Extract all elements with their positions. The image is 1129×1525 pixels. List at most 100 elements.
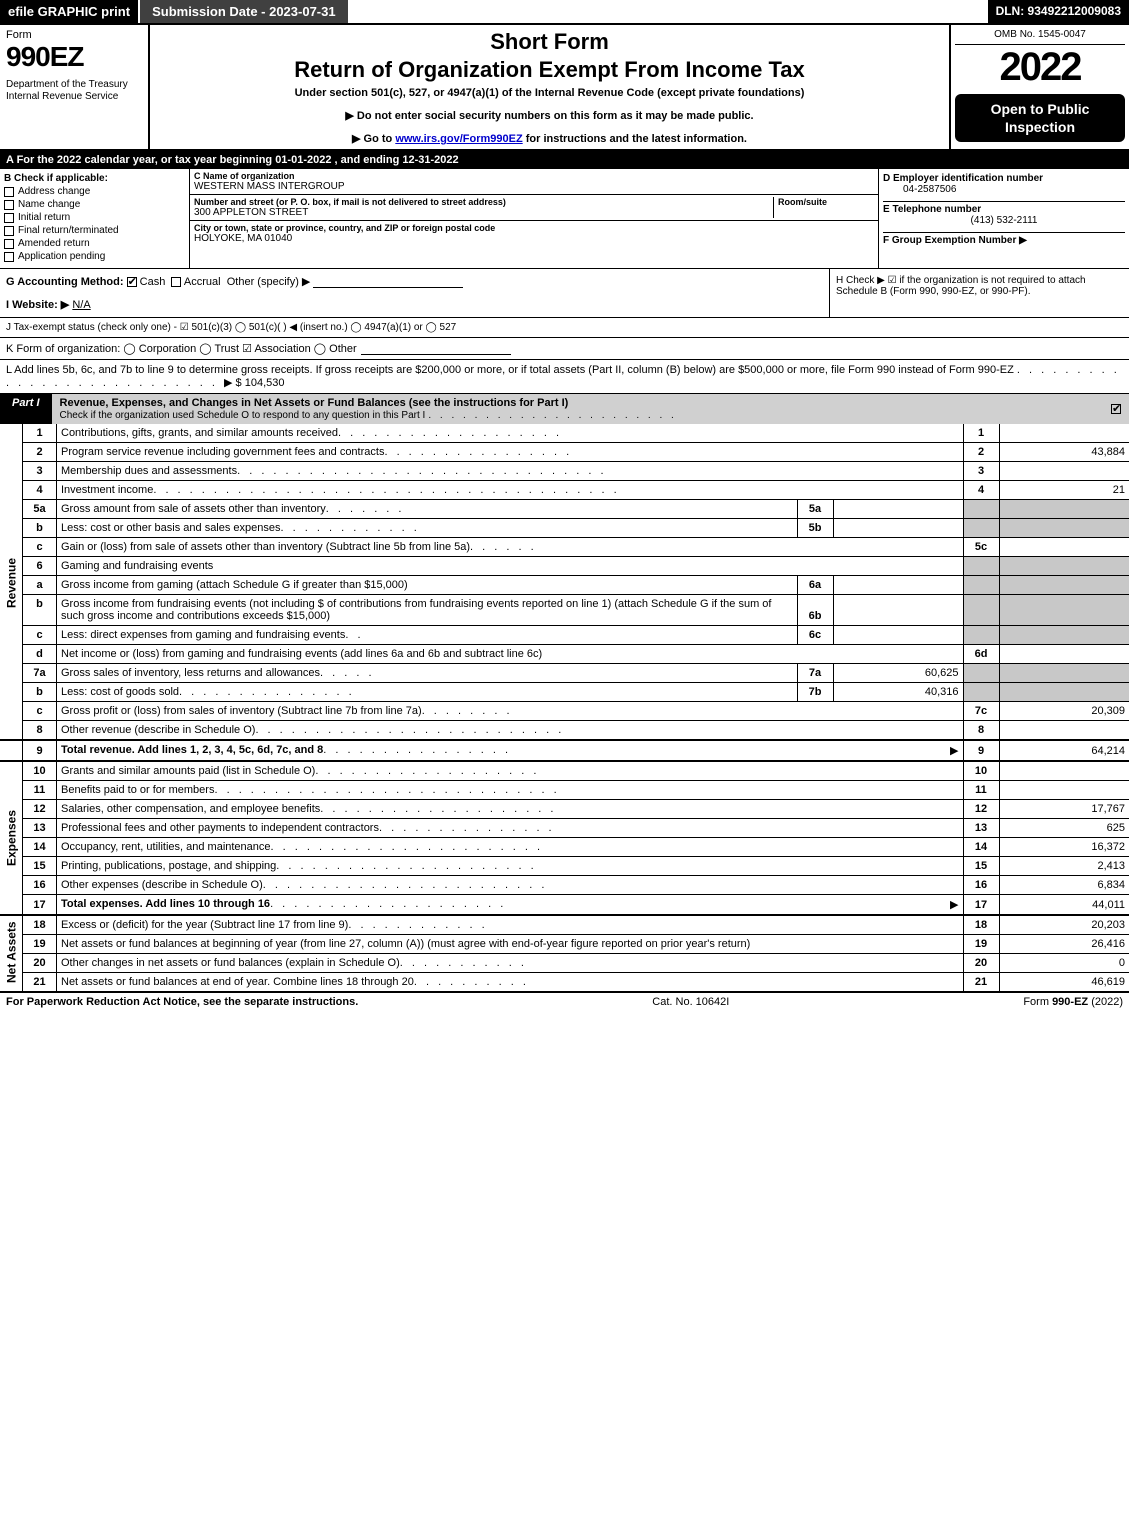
desc-text: Salaries, other compensation, and employ… [61,803,320,815]
chk-final-return[interactable]: Final return/terminated [4,225,185,236]
chk-amended-return[interactable]: Amended return [4,238,185,249]
table-row: 8 Other revenue (describe in Schedule O)… [0,721,1129,741]
line-amt-shade [999,664,1129,683]
line-amt: 44,011 [999,895,1129,916]
line-ref: 1 [963,424,999,443]
line-num: 17 [23,895,57,916]
top-bar-spacer [348,0,988,23]
line-ref: 12 [963,800,999,819]
line-num: 18 [23,915,57,935]
sub-amt [833,500,963,519]
tax-year: 2022 [955,45,1125,90]
table-row: 7a Gross sales of inventory, less return… [0,664,1129,683]
line-amt [999,538,1129,557]
table-row: c Less: direct expenses from gaming and … [0,626,1129,645]
line-num: a [23,576,57,595]
l-text: L Add lines 5b, 6c, and 7b to line 9 to … [6,364,1014,376]
title-sub: Under section 501(c), 527, or 4947(a)(1)… [158,87,941,99]
desc-text: Other revenue (describe in Schedule O) [61,724,255,736]
part-i-tab: Part I [0,394,52,424]
line-num: 13 [23,819,57,838]
line-desc: Investment income . . . . . . . . . . . … [57,481,964,500]
chk-initial-return[interactable]: Initial return [4,212,185,223]
line-desc: Salaries, other compensation, and employ… [57,800,964,819]
line-amt [999,424,1129,443]
table-row: Revenue 1 Contributions, gifts, grants, … [0,424,1129,443]
line-desc: Less: cost or other basis and sales expe… [57,519,798,538]
table-row: b Less: cost or other basis and sales ex… [0,519,1129,538]
line-ref-shade [963,519,999,538]
footer-center: Cat. No. 10642I [652,996,729,1008]
chk-address-change[interactable]: Address change [4,186,185,197]
city-label: City or town, state or province, country… [194,223,874,233]
dots: . . . . . . . . . . . . . . . . . . . . … [255,724,958,736]
line-amt-shade [999,576,1129,595]
sub-amt [833,626,963,645]
dots: . . . . . . . . . . . . . . . . . . . . … [153,484,958,496]
line-amt-shade [999,500,1129,519]
line-desc: Net assets or fund balances at beginning… [57,935,964,954]
arrow-icon: ▶ [950,744,958,757]
desc-text: Membership dues and assessments [61,465,237,477]
dots: . . . . . . . [326,503,793,515]
line-desc: Gain or (loss) from sale of assets other… [57,538,964,557]
chk-cash[interactable] [127,277,137,287]
line-desc: Contributions, gifts, grants, and simila… [57,424,964,443]
efile-print-label[interactable]: efile GRAPHIC print [0,0,138,23]
line-num: 19 [23,935,57,954]
desc-text: Investment income [61,484,153,496]
part-i-dots: . . . . . . . . . . . . . . . . . . . . … [428,410,676,421]
line-num: b [23,683,57,702]
line-num: 20 [23,954,57,973]
irs-link[interactable]: www.irs.gov/Form990EZ [395,133,522,145]
line-num: 10 [23,761,57,781]
line-ref: 13 [963,819,999,838]
line-amt [999,462,1129,481]
line-ref-shade [963,595,999,626]
dots: . . . . . . . . . . . . . . . . [323,744,950,757]
telephone-value: (413) 532-2111 [883,215,1125,226]
dots: . . . . . . . . . . . . [281,522,793,534]
table-row: b Gross income from fundraising events (… [0,595,1129,626]
dots: . . . . . . . . . . . [400,957,959,969]
line-desc: Gaming and fundraising events [57,557,964,576]
desc-text: Benefits paid to or for members [61,784,214,796]
dots: . . . . . . . . . . . . . . . . . . . . … [237,465,958,477]
line-num: 2 [23,443,57,462]
sub-ref: 7a [797,664,833,683]
line-num: 6 [23,557,57,576]
line-ref: 16 [963,876,999,895]
table-row: 19 Net assets or fund balances at beginn… [0,935,1129,954]
info-grid: B Check if applicable: Address change Na… [0,169,1129,269]
chk-label: Final return/terminated [18,225,119,236]
line-desc: Less: direct expenses from gaming and fu… [57,626,798,645]
line-desc: Net assets or fund balances at end of ye… [57,973,964,992]
chk-accrual[interactable] [171,277,181,287]
submission-date: Submission Date - 2023-07-31 [138,0,348,23]
chk-application-pending[interactable]: Application pending [4,251,185,262]
table-row: 17 Total expenses. Add lines 10 through … [0,895,1129,916]
note-ssn: ▶ Do not enter social security numbers o… [158,109,941,122]
checkbox-icon [4,239,14,249]
part-i-checkbox[interactable] [1103,394,1129,424]
checkbox-icon [4,226,14,236]
dots: . . . . . . . . . . . . . . . . . . . . … [214,784,958,796]
line-amt-shade [999,683,1129,702]
table-row: Expenses 10 Grants and similar amounts p… [0,761,1129,781]
desc-text: Other expenses (describe in Schedule O) [61,879,263,891]
side-label-revenue: Revenue [0,424,23,740]
department-label: Department of the Treasury Internal Reve… [6,79,142,103]
org-name-label: C Name of organization [194,171,874,181]
desc-text: Printing, publications, postage, and shi… [61,860,276,872]
sub-ref: 7b [797,683,833,702]
line-amt: 625 [999,819,1129,838]
table-row: b Less: cost of goods sold . . . . . . .… [0,683,1129,702]
line-ref: 4 [963,481,999,500]
desc-text: Gross amount from sale of assets other t… [61,503,326,515]
line-amt: 20,309 [999,702,1129,721]
table-row: 14 Occupancy, rent, utilities, and maint… [0,838,1129,857]
chk-name-change[interactable]: Name change [4,199,185,210]
footer-left: For Paperwork Reduction Act Notice, see … [6,996,358,1008]
line-amt-shade [999,557,1129,576]
chk-label: Initial return [18,212,70,223]
